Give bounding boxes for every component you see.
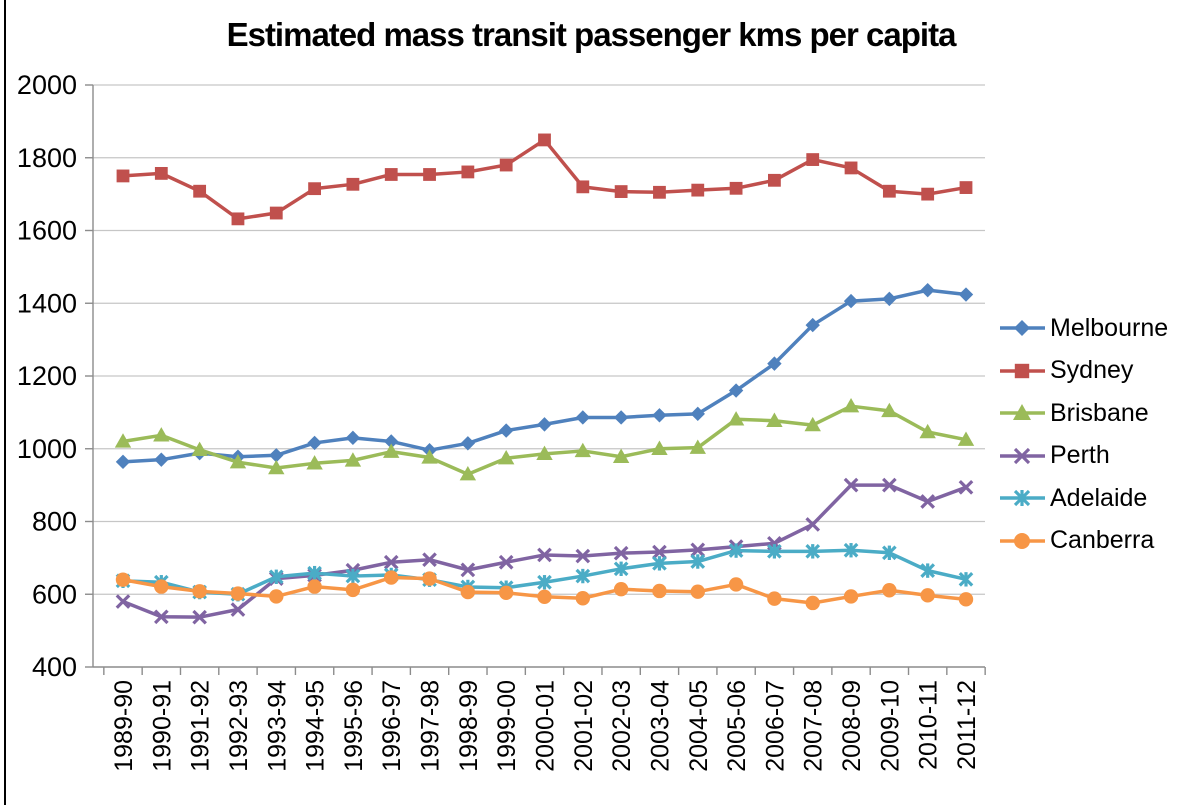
legend-item-perth: Perth [999,435,1168,478]
x-tick-label: 1992-93 [225,680,253,772]
x-tick-label: 2011-12 [953,680,981,770]
legend: Melbourne Sydney Brisbane Perth Adelaide Canb… [999,307,1168,562]
y-tick-label: 1600 [17,216,77,246]
x-tick-label: 1999-00 [493,680,521,772]
legend-item-label: Canberra [1050,526,1155,555]
diamond-marker-icon [1000,320,1045,337]
legend-item-adelaide: Adelaide [999,477,1168,520]
legend-item-label: Brisbane [1050,398,1149,427]
y-tick-label: 1800 [17,143,77,173]
x-tick-label: 1991-92 [187,680,215,772]
legend-item-label: Melbourne [1050,313,1169,342]
x-tick-label: 2003-04 [646,680,674,772]
y-tick-label: 1000 [17,434,77,464]
y-tick-label: 800 [32,507,77,537]
y-tick-label: 600 [32,579,77,609]
window-left-border [4,0,6,805]
series-canberra [115,570,974,611]
legend-item-label: Sydney [1050,356,1134,385]
x-tick-label: 1994-95 [302,680,330,772]
x-axis-labels: 1989-90 1990-91 1991-92 1992-93 1993-94 1994-… [110,680,981,772]
star-marker-icon [1000,490,1045,507]
x-marker-icon [1000,447,1045,464]
axes [85,84,986,675]
legend-item-sydney: Sydney [999,350,1168,393]
legend-item-melbourne: Melbourne [999,307,1168,350]
y-axis-labels: 2000 1800 1600 1400 1200 1000 800 600 400 [17,70,77,682]
legend-item-label: Adelaide [1050,483,1148,512]
gridlines [93,84,985,595]
x-tick-label: 2001-02 [570,680,598,772]
y-tick-label: 2000 [17,70,77,100]
x-tick-label: 1990-91 [148,680,176,772]
x-tick-label: 2005-06 [723,680,751,772]
legend-item-brisbane: Brisbane [999,392,1168,435]
x-tick-label: 1989-90 [110,680,138,772]
x-tick-label: 2004-05 [685,680,713,772]
series-sydney [116,133,973,226]
x-tick-label: 2007-08 [800,680,828,772]
chart-title: Estimated mass transit passenger kms per… [226,16,957,53]
x-tick-label: 1995-96 [340,680,368,772]
square-marker-icon [1000,363,1045,378]
y-tick-label: 1200 [17,361,77,391]
x-tick-label: 1998-99 [455,680,483,772]
legend-item-canberra: Canberra [999,520,1168,563]
x-tick-label: 2002-03 [608,680,636,772]
x-tick-label: 2009-10 [876,680,904,772]
x-tick-label: 2006-07 [761,680,789,772]
circle-marker-icon [1000,532,1045,549]
x-tick-label: 1993-94 [263,680,291,772]
series-brisbane [114,397,975,481]
x-tick-label: 1997-98 [417,680,445,772]
y-tick-label: 400 [32,652,77,682]
x-tick-label: 2010-11 [915,680,943,770]
x-tick-label: 1996-97 [378,680,406,772]
triangle-marker-icon [1000,404,1045,421]
x-tick-label: 2008-09 [838,680,866,772]
y-tick-label: 1400 [17,288,77,318]
x-tick-label: 2000-01 [531,680,559,772]
legend-item-label: Perth [1050,441,1110,470]
